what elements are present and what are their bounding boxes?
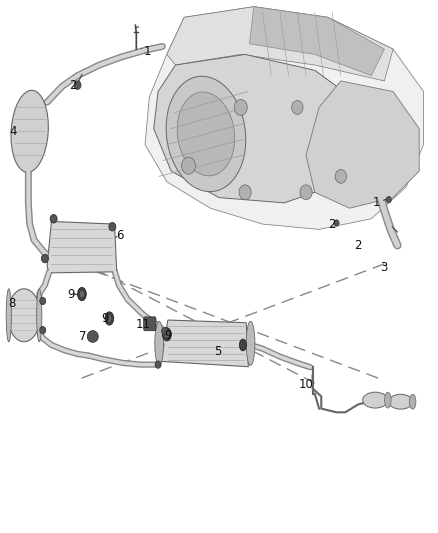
Circle shape (386, 197, 391, 203)
Circle shape (162, 327, 168, 335)
Polygon shape (306, 81, 419, 208)
Circle shape (182, 157, 195, 174)
Text: 10: 10 (299, 378, 314, 391)
Ellipse shape (363, 392, 388, 408)
Text: 4: 4 (10, 125, 18, 138)
Text: 8: 8 (9, 297, 16, 310)
Text: 2: 2 (353, 239, 361, 252)
Text: 7: 7 (79, 330, 87, 343)
Circle shape (292, 101, 303, 114)
Ellipse shape (246, 321, 255, 366)
Text: 6: 6 (116, 229, 124, 242)
Circle shape (40, 297, 46, 305)
Ellipse shape (166, 76, 246, 192)
Text: 3: 3 (380, 261, 387, 274)
Circle shape (50, 215, 57, 223)
Ellipse shape (11, 90, 48, 172)
Circle shape (155, 361, 161, 368)
Circle shape (40, 326, 46, 334)
Text: 1: 1 (143, 45, 151, 58)
Ellipse shape (177, 92, 235, 176)
Circle shape (74, 81, 81, 90)
Text: 9: 9 (67, 288, 75, 301)
Circle shape (234, 100, 247, 115)
Ellipse shape (410, 394, 416, 409)
Ellipse shape (240, 339, 247, 351)
Text: 1: 1 (373, 196, 380, 209)
Circle shape (335, 169, 346, 183)
Ellipse shape (37, 289, 42, 342)
Text: 5: 5 (215, 345, 222, 358)
Polygon shape (145, 7, 424, 229)
Ellipse shape (385, 392, 391, 408)
Ellipse shape (162, 328, 171, 341)
Polygon shape (154, 54, 363, 203)
Text: 9: 9 (101, 312, 109, 325)
Text: 9: 9 (164, 329, 171, 342)
Circle shape (334, 220, 339, 226)
Ellipse shape (105, 312, 114, 325)
Ellipse shape (78, 287, 86, 301)
Ellipse shape (107, 314, 112, 322)
Text: 11: 11 (135, 318, 150, 332)
Text: 2: 2 (328, 217, 336, 231)
Text: 2: 2 (70, 79, 77, 92)
Polygon shape (47, 221, 117, 273)
Ellipse shape (164, 330, 170, 338)
Circle shape (239, 185, 251, 200)
Ellipse shape (79, 290, 85, 298)
Ellipse shape (389, 394, 413, 409)
Ellipse shape (155, 321, 163, 366)
Circle shape (42, 254, 48, 263)
Polygon shape (167, 7, 393, 81)
Ellipse shape (6, 289, 11, 342)
Ellipse shape (87, 330, 98, 342)
Circle shape (109, 222, 116, 231)
FancyBboxPatch shape (144, 317, 156, 330)
Polygon shape (161, 320, 248, 367)
Circle shape (300, 185, 312, 200)
Ellipse shape (8, 289, 40, 342)
Polygon shape (250, 7, 385, 76)
